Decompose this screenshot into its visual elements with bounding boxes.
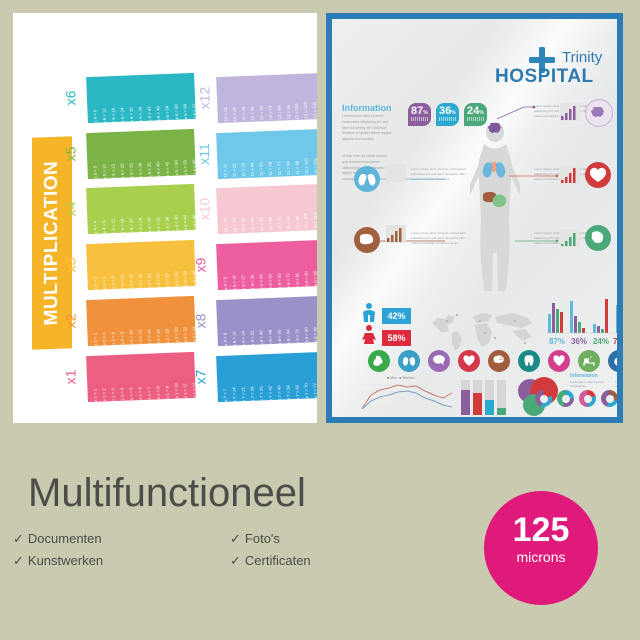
svg-text:z: z bbox=[590, 355, 592, 359]
